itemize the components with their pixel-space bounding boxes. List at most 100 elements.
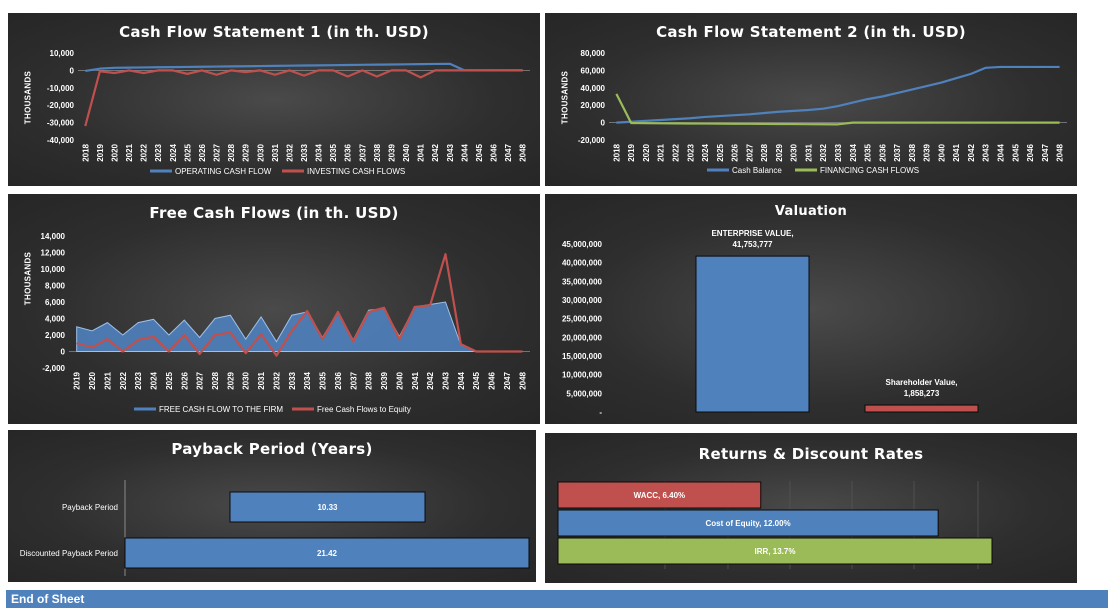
x-tick-label: 2023 [134,371,143,389]
rate-bar [557,481,762,509]
y-tick-label: 10,000,000 [562,371,603,380]
y-tick-label: 25,000,000 [562,315,603,324]
y-tick-label: - [599,408,602,417]
chart-title: Payback Period (Years) [171,440,373,458]
x-tick-label: 2040 [395,371,404,389]
x-tick-label: 2034 [849,143,858,161]
x-tick-label: 2022 [119,371,128,389]
x-tick-label: 2033 [288,371,297,389]
x-tick-label: 2032 [272,371,281,389]
x-tick-label: 2029 [226,371,235,389]
series-line [76,253,523,357]
x-tick-label: 2020 [88,371,97,389]
x-tick-label: 2042 [967,143,976,161]
x-tick-label: 2021 [103,371,112,389]
x-tick-label: 2025 [183,143,192,161]
x-tick-label: 2035 [864,143,873,161]
data-label: ENTERPRISE VALUE, [711,229,793,238]
free-cash-flows-panel: Free Cash Flows (in th. USD) THOUSANDS 1… [8,194,540,424]
x-tick-label: 2043 [441,371,450,389]
x-tick-label: 2040 [402,143,411,161]
y-tick-label: 8,000 [45,282,66,291]
y-tick-label: 30,000,000 [562,296,603,305]
x-tick-label: 2032 [285,143,294,161]
x-tick-label: 2039 [923,143,932,161]
x-tick-label: 2023 [154,143,163,161]
legend-label: Free Cash Flows to Equity [317,405,411,414]
payback-period-panel: Payback Period (Years) 10.33 Payback Peri… [8,430,536,582]
y-tick-label: 4,000 [45,315,66,324]
cash-flow-statement-2-panel: Cash Flow Statement 2 (in th. USD) THOUS… [545,13,1077,186]
data-label: 41,753,777 [732,240,773,249]
series-line [616,65,1060,124]
x-tick-label: 2036 [344,143,353,161]
y-tick-label: 0 [70,66,75,75]
x-tick-label: 2020 [642,143,651,161]
data-label: 1,858,273 [904,389,940,398]
data-label: 10.33 [317,503,338,512]
y-tick-label: 0 [601,119,606,128]
x-tick-label: 2024 [150,371,159,389]
valuation-panel: Valuation 45,000,000 40,000,000 35,000,000… [545,194,1077,424]
y-tick-label: -20,000 [578,136,606,145]
y-tick-label: 5,000,000 [566,389,602,398]
x-tick-label: 2026 [198,143,207,161]
y-tick-label: 12,000 [41,249,66,258]
y-tick-label: 15,000,000 [562,352,603,361]
x-tick-label: 2034 [303,371,312,389]
x-tick-label: 2027 [213,143,222,161]
x-tick-label: 2040 [937,143,946,161]
data-label: Shareholder Value, [885,378,957,387]
x-tick-label: 2028 [760,143,769,161]
x-tick-label: 2046 [488,371,497,389]
x-tick-label: 2047 [1041,143,1050,161]
x-tick-label: 2041 [411,371,420,389]
value-bar [864,404,979,413]
x-tick-label: 2031 [257,371,266,389]
data-label: Cost of Equity, 12.00% [705,519,790,528]
x-tick-label: 2044 [457,371,466,389]
x-tick-label: 2030 [790,143,799,161]
chart-title: Cash Flow Statement 2 (in th. USD) [656,23,966,41]
x-tick-label: 2027 [745,143,754,161]
x-tick-label: 2021 [125,143,134,161]
y-tick-label: 0 [61,348,66,357]
series-line [85,62,523,73]
y-tick-label: -30,000 [47,119,75,128]
y-tick-label: -10,000 [47,84,75,93]
y-tick-label: 6,000 [45,298,66,307]
y-tick-label: 20,000 [581,101,606,110]
rate-bar [557,537,993,565]
x-tick-label: 2030 [242,371,251,389]
category-label: Discounted Payback Period [20,549,118,558]
category-label: Payback Period [62,503,118,512]
legend-label: OPERATING CASH FLOW [175,167,272,176]
x-tick-label: 2046 [1026,143,1035,161]
legend-label: FREE CASH FLOW TO THE FIRM [159,405,283,414]
x-tick-label: 2042 [431,143,440,161]
x-tick-label: 2029 [242,143,251,161]
x-tick-label: 2044 [997,143,1006,161]
legend-label: INVESTING CASH FLOWS [307,167,405,176]
cash-flow-statement-2-chart: 80,000 60,000 40,000 20,000 0 -20,000 2018 2019… [578,49,1067,175]
y-tick-label: 20,000,000 [562,333,603,342]
end-of-sheet-bar: End of Sheet [6,590,1108,608]
data-label: WACC, 6.40% [634,491,686,500]
x-tick-label: 2041 [417,143,426,161]
x-tick-label: 2037 [893,143,902,161]
x-tick-label: 2048 [1056,143,1065,161]
x-tick-label: 2031 [271,143,280,161]
x-tick-label: 2027 [196,371,205,389]
x-tick-label: 2019 [73,371,82,389]
y-tick-label: 45,000,000 [562,240,603,249]
y-tick-label: 10,000 [50,49,75,58]
series-line [615,93,1060,126]
returns-discount-rates-panel: Returns & Discount Rates WACC, 6.40% Cost… [545,433,1077,583]
x-tick-label: 2047 [503,371,512,389]
x-tick-label: 2047 [504,143,513,161]
x-tick-label: 2018 [612,143,621,161]
y-tick-label: 14,000 [41,232,66,241]
x-tick-label: 2036 [878,143,887,161]
payback-bar [124,537,530,569]
x-tick-label: 2031 [804,143,813,161]
